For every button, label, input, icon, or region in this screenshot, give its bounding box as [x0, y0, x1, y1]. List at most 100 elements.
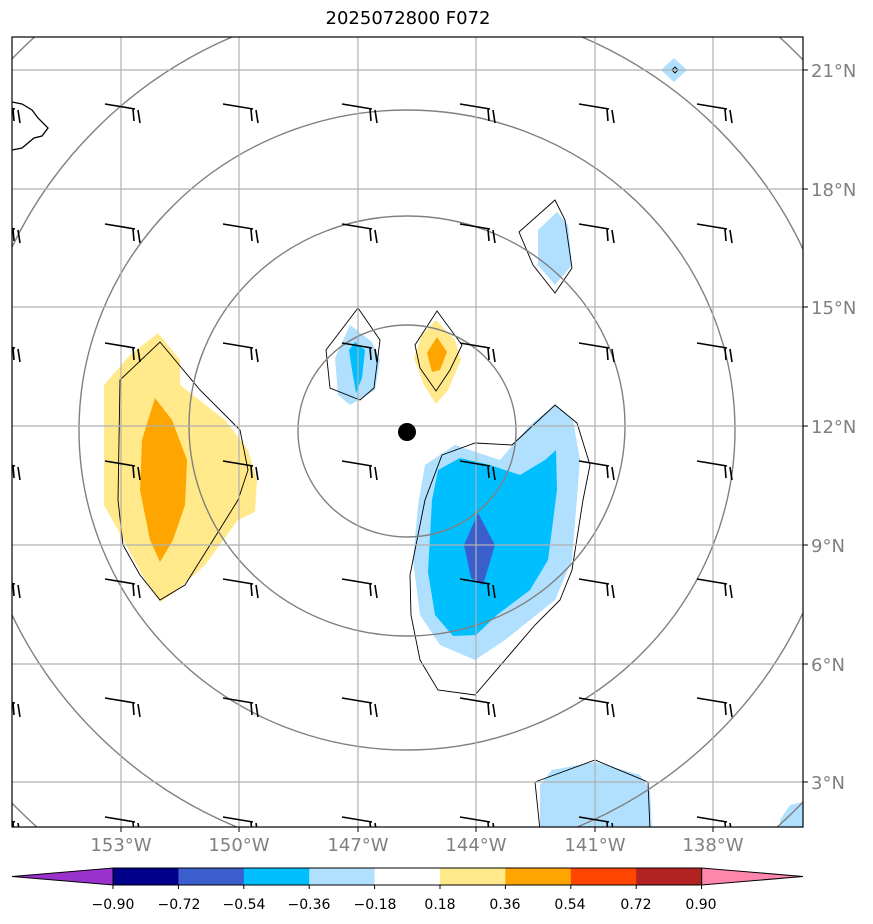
wind-barb	[222, 578, 259, 599]
wind-barb	[341, 460, 378, 481]
wind-barb	[12, 820, 20, 827]
colorbar-segment	[243, 868, 310, 885]
wind-barb	[578, 460, 615, 481]
wind-barb	[104, 578, 141, 599]
colorbar-tick-label: −0.90	[92, 897, 135, 913]
colorbar-tick-label: −0.54	[223, 897, 266, 913]
wind-barb	[578, 816, 614, 827]
lon-label: 150°W	[208, 835, 269, 856]
wind-barb	[222, 697, 259, 718]
contour-center-negative	[325, 307, 381, 401]
wind-barb	[578, 223, 615, 244]
wind-barb	[341, 342, 378, 363]
wind-barb	[459, 223, 496, 244]
contour-south	[534, 759, 651, 827]
negative-region-darkblue-southeast	[464, 513, 495, 585]
wind-barb	[12, 464, 21, 481]
wind-barb	[578, 342, 615, 363]
colorbar-segment	[505, 868, 572, 885]
colorbar-tick-label: 0.36	[489, 897, 520, 913]
coastline	[12, 101, 49, 151]
wind-barbs	[12, 103, 733, 827]
wind-barb	[696, 460, 733, 481]
wind-barb	[696, 223, 733, 244]
lat-label: 18°N	[811, 180, 856, 201]
wind-barb	[12, 107, 21, 124]
wind-barb	[222, 342, 259, 363]
lon-label: 138°W	[682, 835, 743, 856]
colorbar-segment	[113, 868, 179, 885]
contour-west	[117, 341, 249, 601]
wind-barb	[104, 816, 140, 827]
colorbar-segment	[374, 868, 441, 885]
lat-label: 12°N	[811, 417, 856, 438]
wind-barb	[341, 816, 377, 827]
lat-label: 6°N	[811, 655, 845, 676]
contour-northeast	[518, 199, 573, 294]
colorbar-tick-label: −0.36	[288, 897, 331, 913]
colorbar-tick-label: 0.54	[554, 897, 585, 913]
positive-region-orange-west	[140, 398, 187, 562]
wind-barb	[104, 697, 141, 718]
longitude-labels: 153°W 150°W 147°W 144°W 141°W 138°W	[90, 835, 743, 856]
wind-barb	[459, 816, 495, 827]
wind-barb	[12, 346, 21, 363]
range-ring-3	[78, 109, 736, 751]
contour-lines	[117, 66, 679, 827]
lon-label: 141°W	[564, 835, 625, 856]
wind-barb	[341, 223, 378, 244]
storm-center-marker	[398, 423, 416, 441]
wind-barb	[459, 342, 496, 363]
negative-region-light-northeast	[538, 212, 572, 285]
wind-barb	[104, 223, 141, 244]
colorbar-labels: −0.90 −0.72 −0.54 −0.36 −0.18 0.18 0.36 …	[92, 897, 717, 913]
colorbar	[11, 867, 804, 889]
wind-barb	[12, 227, 21, 244]
wind-barb	[696, 697, 733, 718]
wind-barb	[459, 697, 496, 718]
lon-label: 153°W	[90, 835, 151, 856]
wind-barb	[341, 578, 378, 599]
wind-barb	[696, 342, 733, 363]
positive-region-orange-center	[427, 337, 447, 372]
lat-label: 21°N	[811, 61, 856, 82]
wind-barb	[222, 816, 258, 827]
gridlines	[12, 37, 803, 827]
wind-barb	[578, 103, 615, 124]
wind-barb	[104, 460, 141, 481]
wind-barb	[459, 103, 496, 124]
negative-region-blue-center	[349, 342, 365, 393]
lon-label: 144°W	[445, 835, 506, 856]
lon-label: 147°W	[327, 835, 388, 856]
lat-label: 15°N	[811, 298, 856, 319]
negative-region-light-south	[540, 762, 652, 827]
map-frame	[11, 36, 804, 828]
lat-label: 9°N	[811, 536, 845, 557]
wind-barb	[459, 460, 496, 481]
colorbar-segment	[636, 868, 703, 885]
range-ring-1	[297, 324, 517, 538]
colorbar-segment	[570, 868, 637, 885]
wind-barb	[104, 342, 141, 363]
colorbar-segment	[440, 868, 506, 885]
wind-barb	[222, 103, 259, 124]
wind-barb	[578, 578, 615, 599]
wind-barb	[696, 816, 732, 827]
wind-barb	[341, 103, 378, 124]
colorbar-tick-label: −0.18	[354, 897, 397, 913]
wind-barb	[459, 578, 496, 599]
wind-barb	[578, 697, 615, 718]
contour-southeast	[409, 404, 591, 696]
lat-label: 3°N	[811, 773, 845, 794]
wind-barb	[696, 578, 733, 599]
map-title: 2025072800 F072	[325, 8, 491, 29]
wind-barb	[12, 701, 21, 718]
colorbar-tick-label: 0.72	[620, 897, 651, 913]
wind-barb	[696, 103, 733, 124]
colorbar-tick-label: 0.18	[424, 897, 455, 913]
wind-barb	[341, 697, 378, 718]
colorbar-tick-label: 0.90	[685, 897, 716, 913]
colorbar-extend-min	[11, 867, 114, 886]
